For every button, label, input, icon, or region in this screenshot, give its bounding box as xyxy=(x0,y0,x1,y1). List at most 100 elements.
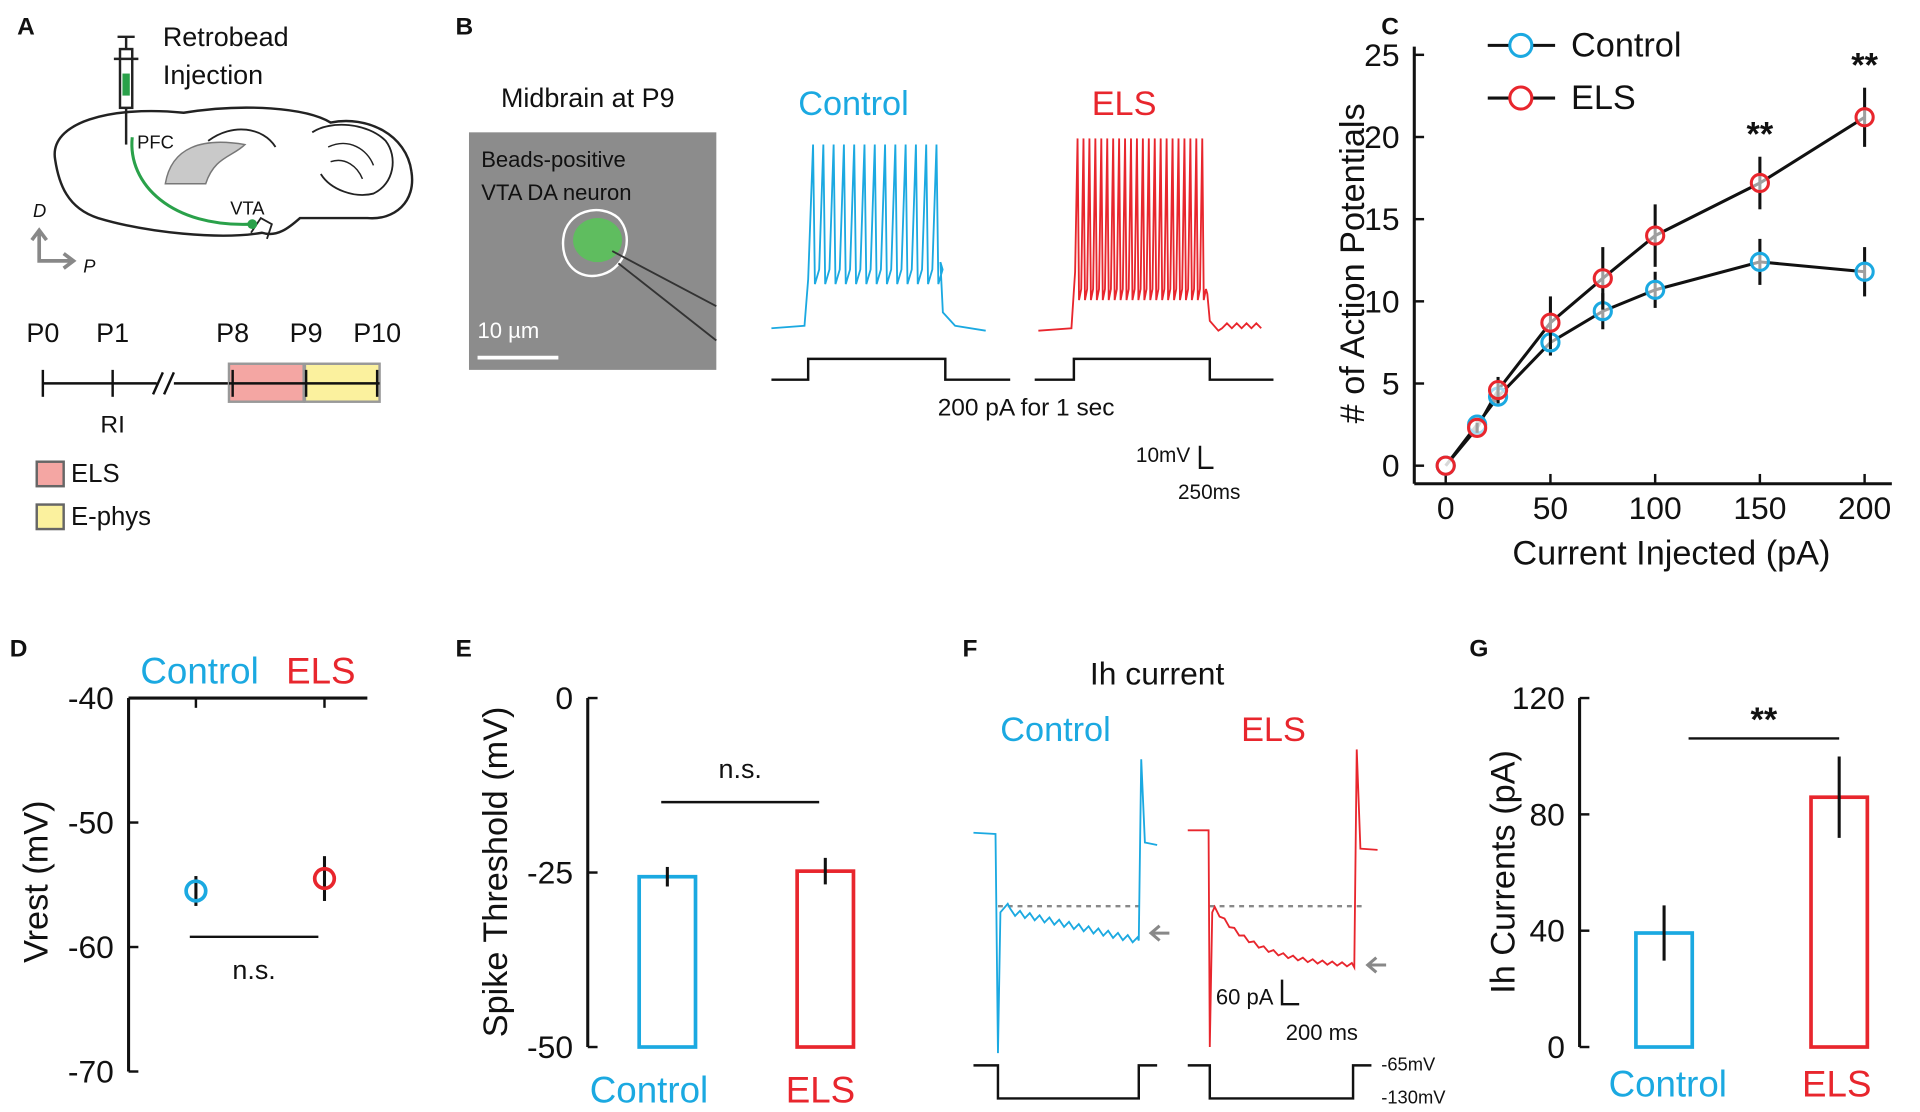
scale-bar xyxy=(1280,979,1300,1006)
direction-label: P xyxy=(83,255,96,276)
y-tick-label: -25 xyxy=(527,855,573,891)
y-tick-label: -60 xyxy=(68,929,114,965)
y-tick-label: 0 xyxy=(555,680,573,716)
y-tick-label: -50 xyxy=(527,1029,573,1065)
point xyxy=(1487,379,1509,401)
category-label: ELS xyxy=(1802,1063,1871,1104)
y-tick-label: 5 xyxy=(1382,366,1400,402)
category-label: ELS xyxy=(286,651,355,692)
point xyxy=(1435,455,1456,476)
legend-marker xyxy=(1508,85,1534,111)
y-tick-label: 80 xyxy=(1529,796,1564,832)
legend-label: ELS xyxy=(1571,79,1636,117)
significance: n.s. xyxy=(232,955,275,985)
y-tick-label: 20 xyxy=(1364,119,1399,155)
brain-schematic xyxy=(53,35,414,240)
cell-outline xyxy=(561,208,628,278)
scale-label: 200 ms xyxy=(1286,1020,1358,1045)
y-tick-label: 0 xyxy=(1382,448,1400,484)
image-caption: Beads-positive xyxy=(481,147,626,172)
timeline-label: P1 xyxy=(96,318,129,348)
y-axis-label: Spike Threshold (mV) xyxy=(477,707,515,1038)
projection xyxy=(130,137,253,226)
legend-label: Control xyxy=(1571,26,1681,64)
panel-label: B xyxy=(456,14,474,41)
direction-label: D xyxy=(33,200,46,221)
panel-title: Ih current xyxy=(1090,656,1225,692)
point xyxy=(1645,225,1666,246)
panel-label: F xyxy=(962,636,977,663)
legend-marker xyxy=(1508,32,1534,58)
current-trace xyxy=(973,759,1158,1054)
timeline-label: P8 xyxy=(216,318,249,348)
legend-label: E-phys xyxy=(71,503,151,531)
holding-label: -65mV xyxy=(1381,1054,1436,1075)
timeline-label: P9 xyxy=(290,318,323,348)
timeline-marker: RI xyxy=(100,411,124,438)
voltage-step xyxy=(973,1064,1372,1100)
image-caption: VTA DA neuron xyxy=(481,180,631,205)
significance: ** xyxy=(1851,47,1878,85)
point xyxy=(1854,107,1875,128)
scale-label: 250ms xyxy=(1178,481,1240,504)
panel-label: C xyxy=(1381,14,1399,41)
trace-title: Control xyxy=(1000,711,1110,749)
panel-label: D xyxy=(10,636,28,663)
voltage-trace xyxy=(1038,138,1262,332)
y-tick-label: 40 xyxy=(1529,913,1564,949)
pipette xyxy=(611,250,717,342)
current-trace xyxy=(1187,749,1378,1048)
trace-title: ELS xyxy=(1241,711,1306,749)
x-tick-label: 50 xyxy=(1533,490,1568,526)
timeline-label: P10 xyxy=(353,318,401,348)
scale-bar xyxy=(1198,445,1214,470)
y-tick-label: -40 xyxy=(68,680,114,716)
injection-site xyxy=(247,219,258,230)
panel-label: E xyxy=(456,636,472,663)
category-label: Control xyxy=(590,1069,708,1110)
category-label: Control xyxy=(1609,1063,1727,1104)
x-tick-label: 200 xyxy=(1838,490,1891,526)
point xyxy=(184,879,208,903)
bar xyxy=(795,869,856,1049)
point xyxy=(1645,279,1666,300)
point xyxy=(1592,268,1613,289)
x-tick-label: 150 xyxy=(1733,490,1786,526)
orientation-arrows xyxy=(30,227,77,270)
trace-title: Control xyxy=(798,85,908,123)
x-tick-label: 0 xyxy=(1437,490,1455,526)
significance: ** xyxy=(1747,116,1774,154)
arrow xyxy=(1148,924,1387,974)
image-title: Midbrain at P9 xyxy=(501,83,675,113)
y-axis-label: # of Action Potentials xyxy=(1334,103,1372,423)
trace-title: ELS xyxy=(1092,85,1157,123)
category-label: ELS xyxy=(786,1069,855,1110)
y-tick-label: 15 xyxy=(1364,201,1399,237)
y-tick-label: 25 xyxy=(1364,37,1399,73)
scale-label: 10mV xyxy=(1136,444,1190,467)
legend-swatch xyxy=(35,503,65,531)
holding-label: -130mV xyxy=(1381,1087,1446,1108)
y-axis-label: Vrest (mV) xyxy=(18,800,56,962)
bar xyxy=(637,874,698,1049)
x-tick-label: 100 xyxy=(1629,490,1682,526)
y-axis-label: Ih Currents (pA) xyxy=(1485,750,1523,994)
scale-label: 10 µm xyxy=(478,318,540,343)
x-axis-label: Current Injected (pA) xyxy=(1512,535,1830,573)
y-tick-label: 10 xyxy=(1364,283,1399,319)
point xyxy=(1749,172,1770,194)
category-label: Control xyxy=(140,651,258,692)
timeline-label: P0 xyxy=(26,318,59,348)
stimulus-label: 200 pA for 1 sec xyxy=(938,394,1115,421)
region-label: VTA xyxy=(230,198,265,219)
point xyxy=(1467,417,1488,438)
injection-label: Injection xyxy=(163,60,263,90)
injection-label: Retrobead xyxy=(163,22,289,52)
bead-cell xyxy=(573,218,623,263)
region-label: PFC xyxy=(137,132,174,153)
panel-label: A xyxy=(17,14,35,41)
bar xyxy=(1809,795,1870,1049)
stimulus-trace xyxy=(771,357,1274,381)
legend-label: ELS xyxy=(71,460,120,488)
